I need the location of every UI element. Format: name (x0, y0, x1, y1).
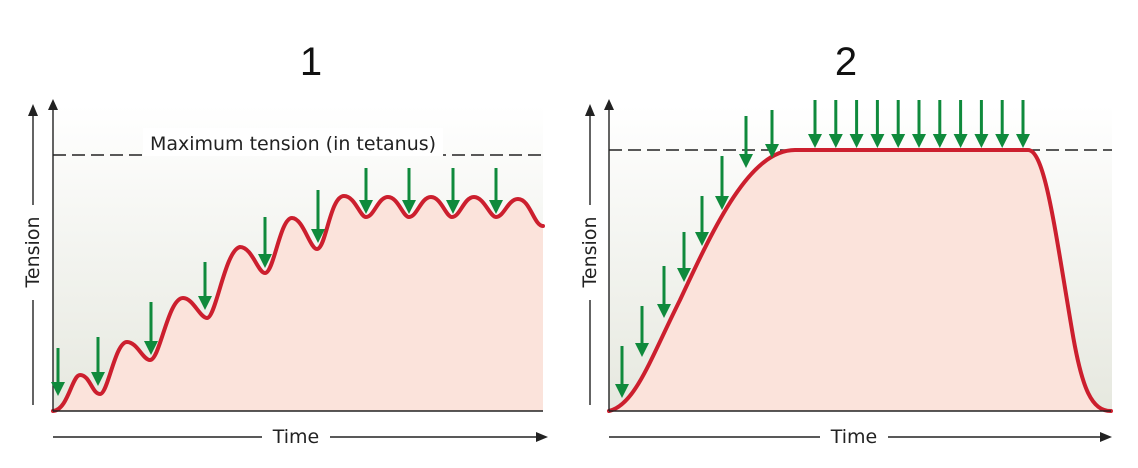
panel-1: 1 Maximum tension (in tetanus) Tension T… (22, 40, 548, 448)
panel-2-stimulus-arrow-icon (635, 306, 649, 357)
panel-1-stimulus-arrow-icon (359, 168, 373, 214)
panel-1-tension-area (53, 196, 543, 411)
panel-1-number: 1 (300, 40, 322, 84)
panel-2-stimulus-arrow-icon (808, 100, 822, 148)
panel-2-stimulus-arrow-icon (657, 266, 671, 318)
panel-1-annotation-backdrop (143, 128, 443, 156)
panel-2-number: 2 (835, 40, 857, 84)
panel-1-stimulus-arrow-icon (198, 262, 212, 310)
panel-2-stimulus-arrow-icon (953, 100, 968, 148)
panel-2-tension-area (609, 150, 1111, 411)
panel-2-stimulus-arrow-icon (695, 196, 709, 246)
panel-1-stimulus-arrow-icon (446, 168, 460, 214)
panel-2-stimulus-arrow-icon (849, 100, 864, 148)
panel-1-stimulus-arrow-icon (489, 168, 503, 214)
panel-1-y-indicator-arrowhead-icon (28, 104, 38, 116)
panel-2-stimulus-arrow-icon (912, 100, 926, 148)
panel-2-stimulus-arrow-icon (1016, 100, 1030, 148)
panel-2-y-axis-label: Tension (579, 217, 601, 289)
panel-1-stimulus-arrow-icon (144, 302, 158, 355)
panel-2-stimulus-arrow-icon (870, 100, 885, 148)
panel-1-y-axis-label: Tension (22, 217, 44, 289)
panel-2-stimulus-arrow-icon (765, 110, 779, 158)
panel-2-tetanus-curve (607, 148, 1113, 413)
panel-1-stimulus-arrow-icon (402, 168, 416, 214)
panel-2-stimulus-arrow-icon (615, 346, 629, 398)
panel-2-stimulus-arrow-icon (974, 100, 989, 148)
panel-2-stimulus-arrow-icon (995, 100, 1010, 148)
panel-1-stimulus-arrow-icon (51, 348, 65, 396)
panel-1-x-indicator-arrowhead-icon (536, 432, 548, 442)
panel-1-x-axis-label: Time (272, 426, 320, 448)
panel-1-stimulus-arrow-icon (91, 337, 105, 386)
panel-2-stimulus-arrow-icon (677, 232, 691, 282)
panel-2-y-indicator-arrowhead-icon (585, 104, 595, 116)
panel-2-y-axis-arrowhead-icon (604, 99, 614, 110)
panel-2: 2 Tension Time (579, 40, 1113, 448)
panel-2-stimulus-arrow-icon (891, 100, 906, 148)
panel-1-y-axis-arrowhead-icon (48, 99, 58, 110)
panel-1-stimulus-arrow-icon (258, 217, 272, 268)
panel-2-x-indicator-arrowhead-icon (1100, 432, 1112, 442)
panel-2-stimulus-arrows (615, 100, 1030, 398)
panel-2-stimulus-arrow-icon (715, 156, 729, 210)
panel-1-max-tension-label: Maximum tension (in tetanus) (150, 133, 436, 155)
panel-1-stimulus-arrow-icon (311, 190, 325, 243)
panel-2-stimulus-arrow-icon (932, 100, 947, 148)
panel-2-stimulus-arrow-icon (828, 100, 843, 148)
panel-1-stimulus-arrows (51, 168, 503, 396)
panel-2-stimulus-arrow-icon (739, 116, 753, 168)
panel-2-x-axis-label: Time (830, 426, 878, 448)
panel-1-summation-curve (51, 194, 545, 413)
